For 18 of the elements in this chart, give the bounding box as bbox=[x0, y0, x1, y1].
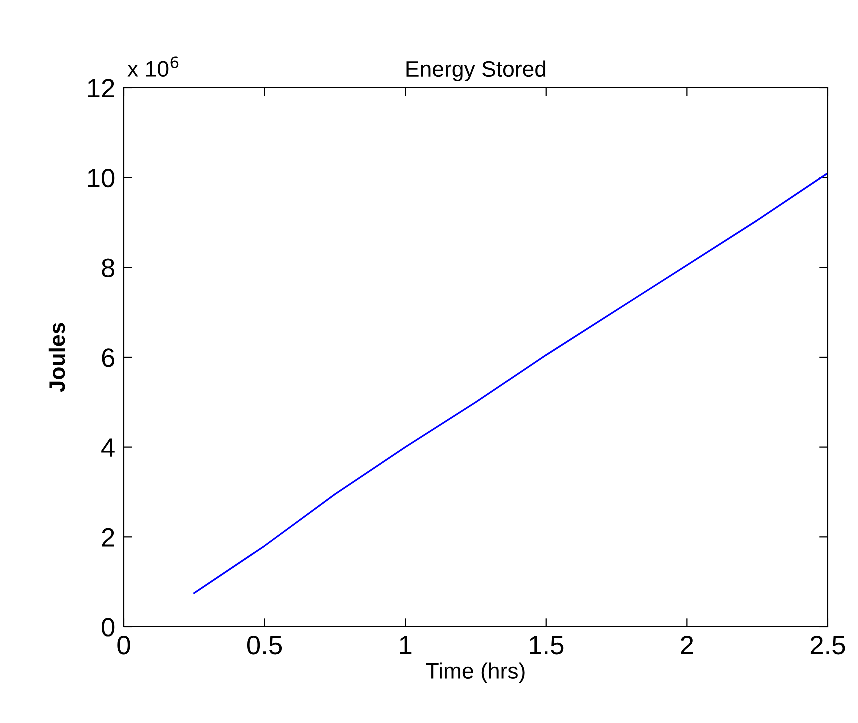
y-tick-label: 10 bbox=[88, 168, 115, 188]
y-tick-label: 6 bbox=[102, 348, 114, 368]
chart-title: Energy Stored bbox=[406, 60, 546, 82]
x-tick-label: 0.5 bbox=[247, 636, 282, 655]
y-tick-label: 12 bbox=[88, 79, 114, 98]
x-tick-label: 1.5 bbox=[530, 636, 564, 655]
x-tick-label: 2 bbox=[681, 636, 694, 654]
y-tick-label: 8 bbox=[102, 258, 114, 278]
y-tick-label: 4 bbox=[102, 438, 115, 457]
y-tick-label: 0 bbox=[102, 618, 115, 637]
x-tick-label: 0 bbox=[118, 636, 130, 655]
x-tick-label: 2.5 bbox=[810, 636, 846, 655]
y-tick-label: 2 bbox=[102, 528, 114, 547]
text: x 10$^{6}$ bbox=[128, 56, 179, 77]
y-axis-title: Joules bbox=[48, 323, 66, 392]
x-tick-label: 1 bbox=[400, 636, 412, 654]
x-axis-title: Time (hrs) bbox=[426, 662, 525, 684]
line-series bbox=[194, 172, 828, 594]
